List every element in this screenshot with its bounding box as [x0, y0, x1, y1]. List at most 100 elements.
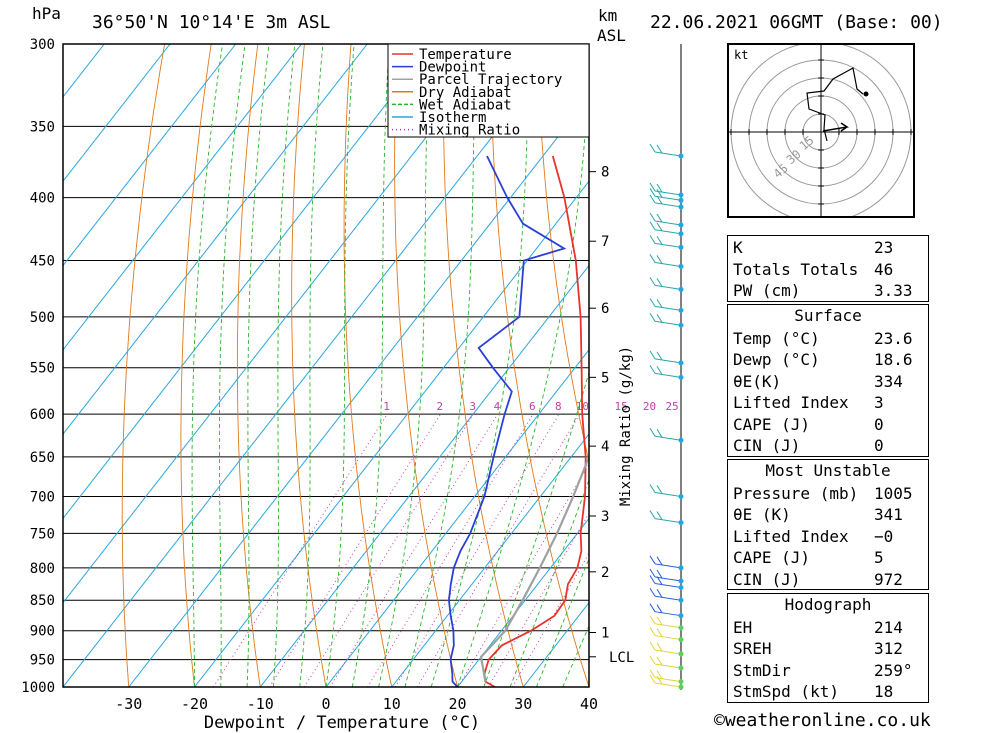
hodograph-end-marker	[863, 91, 869, 97]
hodograph-param-row: StmSpd (kt) 18	[728, 680, 928, 702]
wind-barb	[654, 202, 682, 208]
hodograph-param-key: SREH	[733, 639, 772, 658]
wet-adiabat-line	[509, 478, 589, 687]
wind-dot	[678, 307, 684, 313]
wind-barb	[654, 563, 682, 569]
wind-dot	[678, 625, 684, 631]
legend-label: Mixing Ratio	[419, 123, 520, 139]
temperature-tick-label: 30	[514, 695, 532, 713]
most-unstable-value: −0	[874, 526, 894, 546]
most-unstable-row: θE (K) 341	[728, 503, 928, 525]
pressure-tick-label: 950	[30, 653, 55, 669]
wind-barb	[654, 576, 682, 582]
surface-key: Temp (°C)	[733, 328, 820, 348]
x-axis-label: Dewpoint / Temperature (°C)	[204, 713, 480, 733]
mixing-ratio-label: 2	[436, 400, 443, 413]
isotherm-line	[63, 44, 565, 687]
wind-dot	[678, 565, 684, 571]
storm-motion-arrow	[822, 122, 849, 132]
most-unstable-key: Pressure (mb)	[733, 483, 859, 503]
run-datetime: 22.06.2021 06GMT (Base: 00)	[650, 12, 943, 33]
surface-key: CIN (J)	[733, 436, 801, 455]
surface-value: 334	[874, 371, 903, 391]
wet-adiabat-line	[404, 44, 477, 687]
copyright-footer: ©weatheronline.co.uk	[714, 710, 931, 731]
wind-barb-flag	[656, 255, 663, 264]
wind-dot	[678, 651, 684, 657]
dry-adiabat-line	[121, 44, 166, 687]
dry-adiabat-line	[490, 44, 589, 687]
mixing-ratio-label: 1	[383, 400, 390, 413]
wet-adiabat-line	[483, 370, 589, 687]
wind-barb-flag	[656, 656, 663, 666]
isotherm-line	[457, 517, 589, 687]
temperature-tick-label: -20	[181, 695, 208, 713]
wind-barb-flag	[649, 484, 656, 493]
wind-barb-flag	[656, 278, 663, 287]
mixing-ratio-axis-label: Mixing Ratio (g/kg)	[618, 346, 634, 506]
temperature-line	[483, 155, 587, 687]
wind-barb-flag	[656, 556, 663, 566]
temperature-tick-label: -30	[115, 695, 142, 713]
index-value: 23	[874, 238, 894, 257]
wet-adiabat-line	[272, 44, 296, 687]
wind-dot	[678, 153, 684, 159]
pressure-tick-label: 1000	[21, 680, 55, 696]
wind-barb-flag	[649, 235, 656, 244]
km-tick-label: 3	[601, 509, 609, 525]
index-value: 46	[874, 259, 894, 279]
hodograph-param-row: SREH 312	[728, 637, 928, 659]
index-row: Totals Totals 46	[728, 258, 928, 280]
wind-dot	[678, 263, 684, 269]
surface-title: Surface	[794, 306, 862, 325]
wind-barb-flag	[656, 144, 663, 154]
dry-adiabat-line	[957, 44, 1000, 687]
temperature-tick-label: 40	[580, 695, 598, 713]
wind-barb-flag	[656, 604, 663, 613]
km-tick-label: 4	[601, 439, 609, 455]
wind-barb-flag	[656, 511, 663, 520]
wind-barb-flag	[656, 670, 663, 679]
station-location: 36°50'N 10°14'E 3m ASL	[92, 12, 331, 33]
index-row: K 23	[728, 236, 928, 258]
most-unstable-table: Most Unstable Pressure (mb) 1005 θE (K) 341 L…	[727, 459, 929, 590]
most-unstable-row: CAPE (J) 5	[728, 546, 928, 568]
mixing-ratio-label: 10	[576, 400, 589, 413]
km-tick-label: 5	[601, 370, 609, 386]
surface-value: 3	[874, 393, 884, 412]
mixing-ratio-label: 8	[555, 400, 562, 413]
wind-barb-flag	[649, 427, 656, 437]
most-unstable-key: Lifted Index	[733, 526, 849, 546]
surface-row: CAPE (J) 0	[728, 413, 928, 435]
wind-barb-flag	[649, 655, 656, 665]
dry-adiabat-line	[583, 44, 589, 124]
wind-dot	[678, 204, 684, 210]
wind-dot	[678, 578, 684, 584]
wind-barb-flag	[649, 277, 656, 286]
legend-label: Temperature	[419, 47, 512, 63]
wind-barb	[654, 682, 682, 688]
surface-key: Dewp (°C)	[733, 350, 820, 369]
pressure-tick-label: 700	[30, 490, 55, 506]
pressure-tick-label: 400	[30, 191, 55, 207]
surface-value: 0	[874, 436, 884, 455]
wind-barb	[654, 611, 682, 617]
wind-barb	[654, 358, 682, 364]
wind-dot	[678, 679, 684, 685]
hodograph-param-value: 214	[874, 617, 903, 637]
wet-adiabat-line	[191, 44, 224, 687]
wet-adiabat-line	[351, 44, 390, 687]
dry-adiabat-line	[394, 44, 458, 687]
wind-barb-flag	[649, 641, 656, 651]
mixing-ratio-line	[367, 413, 534, 687]
wind-dot	[678, 286, 684, 292]
temperature-tick-label: 20	[448, 695, 466, 713]
wind-barb	[654, 320, 682, 326]
wind-barb-flag	[649, 587, 656, 597]
pressure-tick-label: 600	[30, 407, 55, 423]
wind-barb	[654, 220, 682, 226]
wind-barb-flag	[649, 510, 656, 519]
isotherm-line	[325, 349, 589, 687]
hodograph-trace	[806, 67, 864, 142]
pressure-tick-label: 800	[30, 561, 55, 577]
